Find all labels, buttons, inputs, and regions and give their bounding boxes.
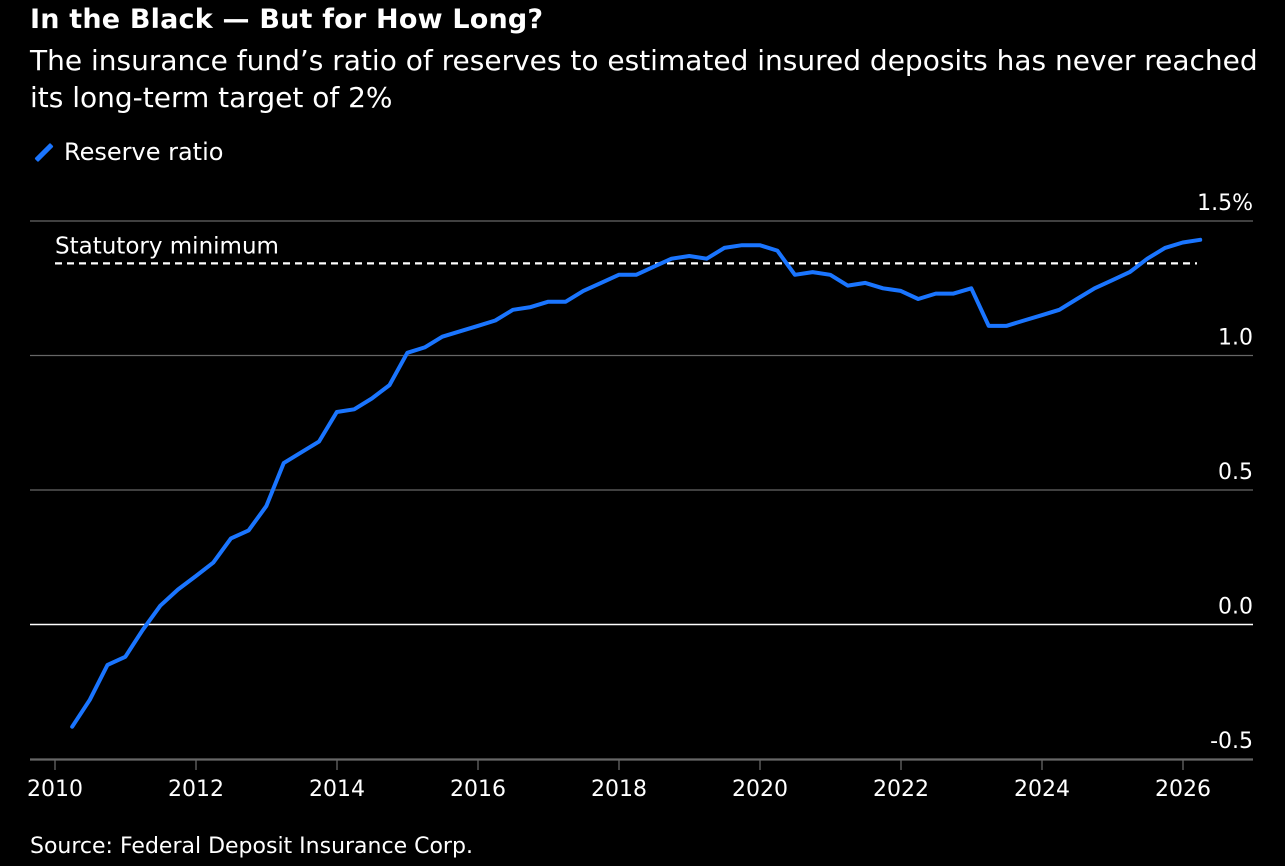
y-tick-label-1: 1.0	[1218, 326, 1253, 351]
x-tick-label-5: 2020	[732, 777, 788, 802]
x-tick-label-2: 2014	[309, 777, 365, 802]
source-note: Source: Federal Deposit Insurance Corp.	[30, 834, 473, 859]
chart-title: In the Black — But for How Long?	[30, 4, 544, 35]
x-tick-label-6: 2022	[873, 777, 929, 802]
y-tick-label-4: -0.5	[1210, 729, 1253, 754]
x-tick-label-0: 2010	[27, 777, 83, 802]
y-tick-label-3: 0.0	[1218, 595, 1253, 620]
x-tick-label-8: 2026	[1155, 777, 1211, 802]
legend-label-reserve-ratio: Reserve ratio	[64, 138, 224, 166]
chart-subtitle: The insurance fund’s ratio of reserves t…	[30, 44, 1258, 114]
y-tick-label-0: 1.5%	[1197, 191, 1253, 216]
x-tick-label-3: 2016	[450, 777, 506, 802]
legend: Reserve ratio	[30, 138, 223, 166]
x-tick-label-7: 2024	[1014, 777, 1070, 802]
series-line-reserve-ratio	[70, 237, 1203, 729]
y-tick-label-2: 0.5	[1218, 460, 1253, 485]
statutory-minimum-label: Statutory minimum	[55, 233, 279, 259]
x-tick-label-1: 2012	[168, 777, 224, 802]
x-tick-label-4: 2018	[591, 777, 647, 802]
